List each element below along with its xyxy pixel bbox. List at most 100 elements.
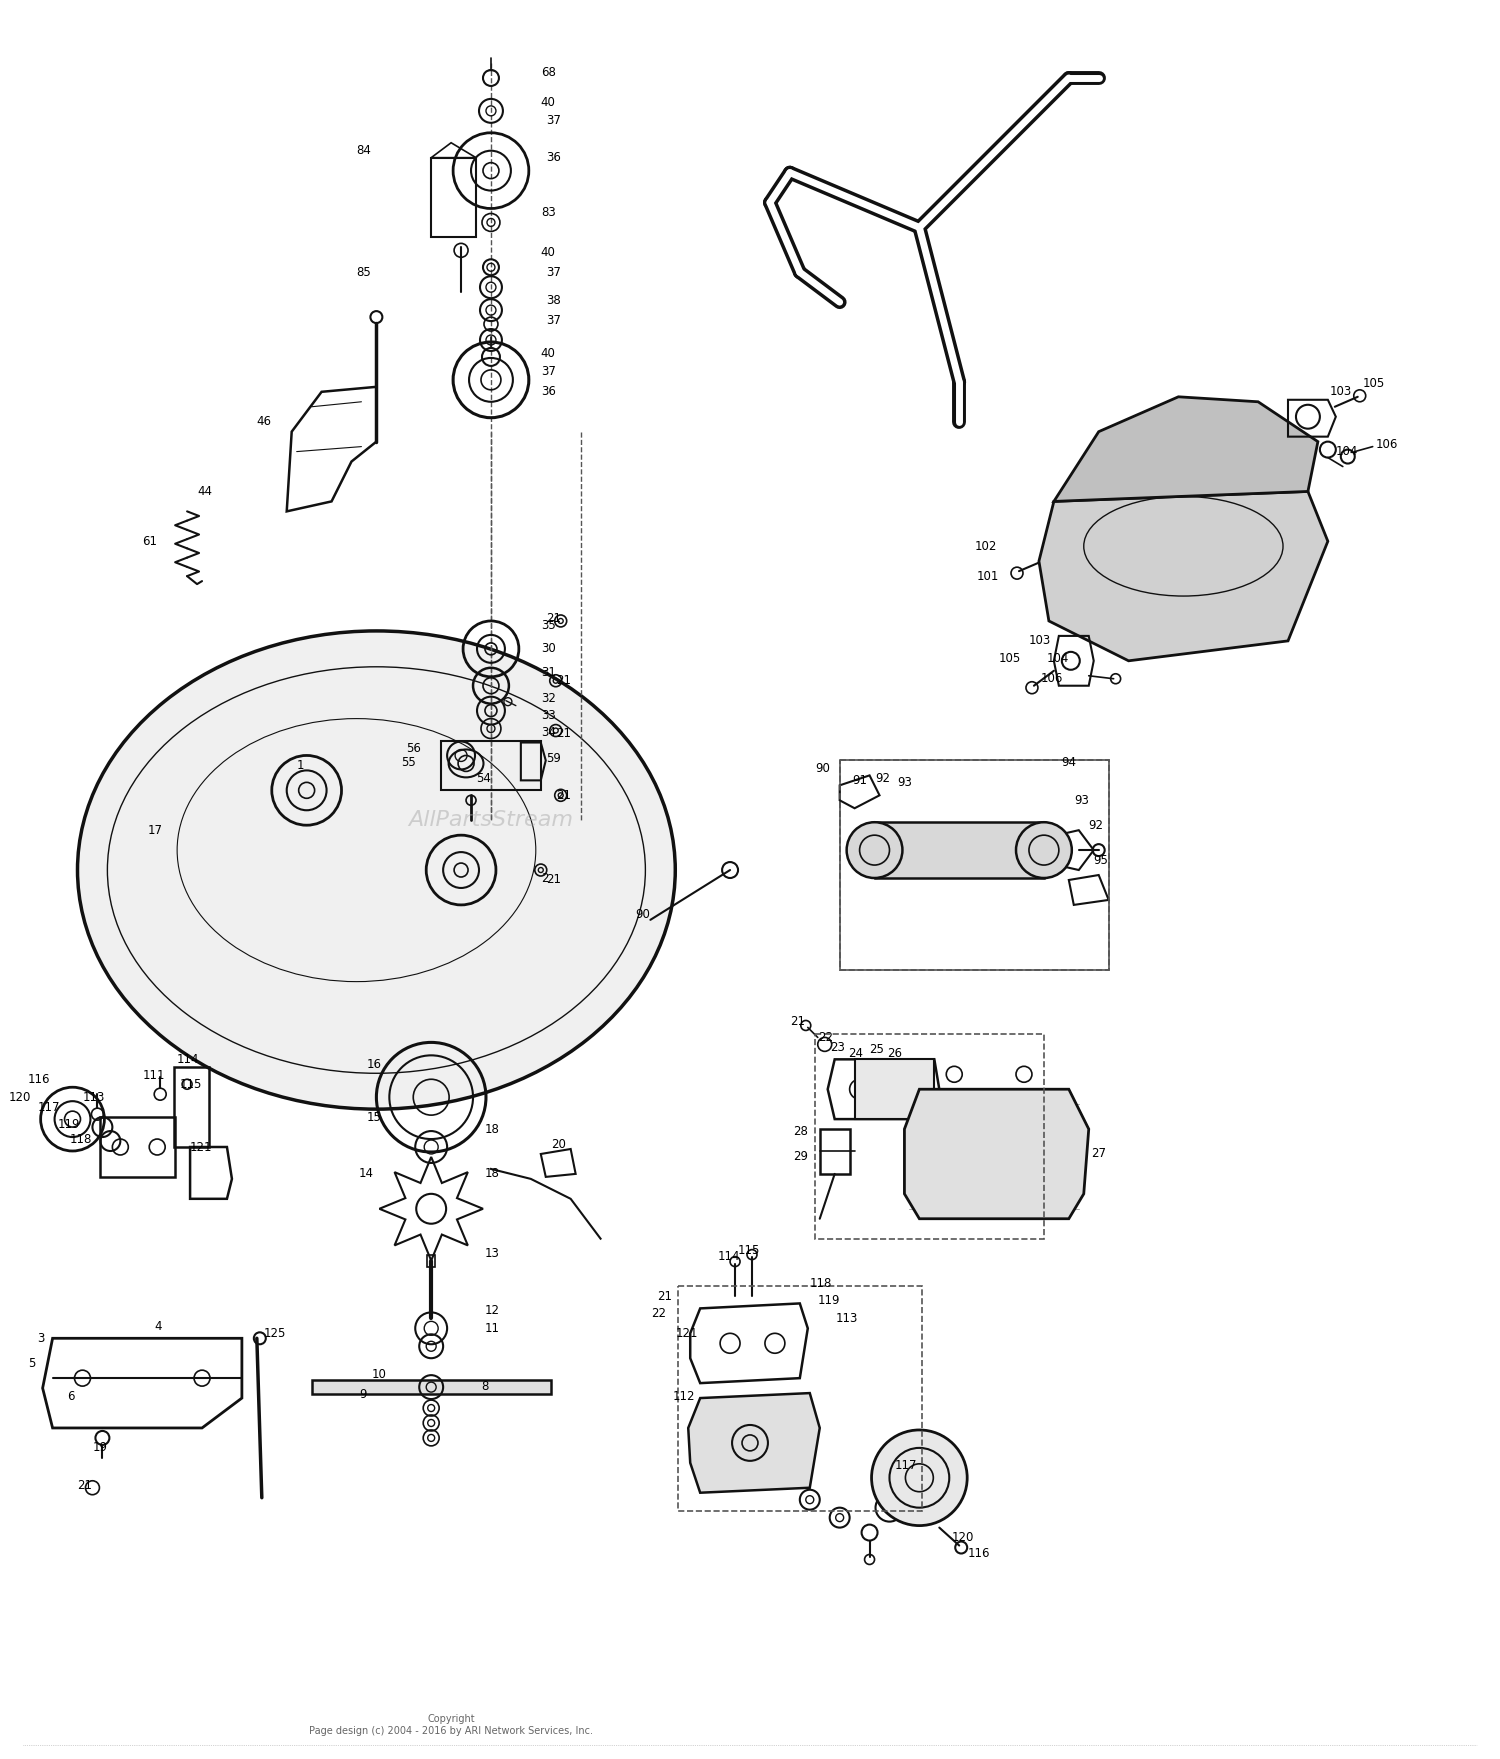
Text: 54: 54: [476, 772, 490, 785]
Text: 23: 23: [830, 1041, 844, 1054]
Text: 84: 84: [357, 144, 372, 157]
Bar: [840, 760, 1108, 969]
Text: 36: 36: [546, 151, 561, 164]
Text: 37: 37: [542, 366, 555, 378]
Text: Copyright
Page design (c) 2004 - 2016 by ARI Network Services, Inc.: Copyright Page design (c) 2004 - 2016 by…: [309, 1713, 592, 1736]
Bar: [312, 1381, 550, 1395]
Polygon shape: [688, 1393, 819, 1493]
Text: 59: 59: [546, 751, 561, 765]
Text: 40: 40: [542, 97, 555, 109]
Text: 37: 37: [546, 114, 561, 127]
Text: 16: 16: [366, 1057, 381, 1071]
Text: 13: 13: [484, 1247, 500, 1259]
Circle shape: [1016, 821, 1072, 878]
Text: 37: 37: [546, 266, 561, 278]
Text: 61: 61: [142, 535, 158, 547]
Text: 14: 14: [358, 1168, 374, 1180]
Text: AllPartsStream: AllPartsStream: [408, 811, 573, 830]
Text: 92: 92: [1089, 818, 1104, 832]
Text: 46: 46: [256, 415, 272, 427]
Text: 36: 36: [542, 385, 555, 398]
Text: 114: 114: [718, 1251, 741, 1263]
Text: 21: 21: [657, 1289, 672, 1303]
Text: 18: 18: [484, 1168, 500, 1180]
Text: 21: 21: [546, 612, 561, 626]
Text: 85: 85: [357, 266, 372, 278]
Text: 21: 21: [790, 1015, 806, 1027]
Text: 25: 25: [870, 1043, 885, 1055]
Text: 33: 33: [542, 709, 555, 723]
Text: 121: 121: [190, 1140, 213, 1154]
Bar: [678, 1286, 922, 1511]
Text: 38: 38: [546, 294, 561, 306]
Text: 1: 1: [297, 758, 304, 772]
Text: 112: 112: [672, 1390, 694, 1402]
Text: 117: 117: [38, 1101, 60, 1113]
Circle shape: [871, 1430, 968, 1525]
Text: 105: 105: [999, 653, 1022, 665]
Text: 115: 115: [180, 1078, 203, 1091]
Text: 37: 37: [546, 313, 561, 327]
Text: 8: 8: [482, 1379, 489, 1393]
Text: 113: 113: [82, 1091, 105, 1103]
Text: 4: 4: [154, 1319, 162, 1333]
Text: 90: 90: [636, 908, 651, 922]
Text: 93: 93: [897, 776, 912, 788]
Text: 22: 22: [651, 1307, 666, 1319]
Text: 92: 92: [876, 772, 891, 785]
Text: 29: 29: [794, 1150, 808, 1163]
Text: 119: 119: [818, 1295, 840, 1307]
Text: 10: 10: [372, 1369, 387, 1381]
Text: 55: 55: [402, 756, 416, 769]
Text: 68: 68: [542, 67, 555, 79]
Text: 105: 105: [1362, 378, 1384, 390]
Text: 30: 30: [542, 642, 555, 656]
Text: 20: 20: [550, 1138, 566, 1150]
Text: 95: 95: [1094, 853, 1108, 867]
Text: 103: 103: [1029, 635, 1051, 647]
Text: 91: 91: [852, 774, 867, 786]
Text: 119: 119: [58, 1117, 81, 1131]
Text: 116: 116: [28, 1073, 51, 1085]
Bar: [855, 1059, 934, 1119]
Text: 3: 3: [38, 1332, 45, 1346]
Text: 118: 118: [810, 1277, 832, 1289]
Text: 27: 27: [1090, 1147, 1106, 1161]
Polygon shape: [1054, 398, 1318, 501]
Text: 94: 94: [1060, 756, 1076, 769]
Bar: [100, 1117, 176, 1177]
Text: 83: 83: [542, 206, 555, 218]
Text: 21: 21: [555, 788, 570, 802]
Text: 19: 19: [93, 1441, 108, 1455]
Text: 93: 93: [1074, 793, 1089, 807]
Text: 17: 17: [147, 823, 162, 837]
Text: 24: 24: [847, 1047, 862, 1061]
Text: 103: 103: [1330, 385, 1352, 398]
Text: 21: 21: [78, 1479, 93, 1492]
Text: 35: 35: [542, 619, 555, 633]
Text: 32: 32: [542, 693, 555, 705]
Circle shape: [846, 821, 903, 878]
Text: 102: 102: [975, 540, 998, 552]
Text: 11: 11: [484, 1321, 500, 1335]
Text: 101: 101: [976, 570, 999, 582]
Text: 104: 104: [1047, 653, 1070, 665]
Polygon shape: [904, 1089, 1089, 1219]
Text: 40: 40: [542, 246, 555, 259]
Text: 115: 115: [738, 1244, 760, 1258]
Text: 26: 26: [888, 1047, 903, 1061]
Text: 18: 18: [484, 1122, 500, 1136]
Ellipse shape: [78, 631, 675, 1110]
Bar: [840, 760, 1108, 969]
Text: 6: 6: [68, 1390, 75, 1402]
Text: 40: 40: [542, 348, 555, 361]
Text: 21: 21: [555, 726, 570, 741]
Text: 106: 106: [1041, 672, 1064, 686]
Text: 31: 31: [542, 667, 555, 679]
Bar: [874, 821, 1044, 878]
Text: 116: 116: [968, 1546, 990, 1560]
Text: 22: 22: [818, 1031, 833, 1043]
Text: 5: 5: [27, 1356, 34, 1370]
Bar: [174, 1068, 208, 1147]
Text: 120: 120: [9, 1091, 30, 1103]
